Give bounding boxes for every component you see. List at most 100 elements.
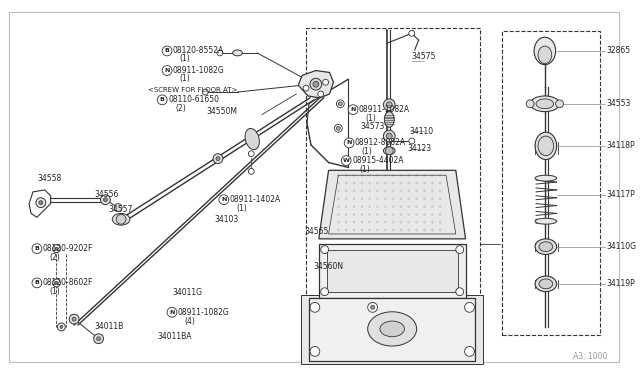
Bar xyxy=(502,31,600,335)
Circle shape xyxy=(392,213,394,215)
Circle shape xyxy=(32,244,42,254)
Circle shape xyxy=(361,198,363,200)
Circle shape xyxy=(353,205,355,208)
Circle shape xyxy=(423,190,426,192)
Circle shape xyxy=(439,213,442,215)
Circle shape xyxy=(392,198,394,200)
Circle shape xyxy=(353,213,355,215)
Circle shape xyxy=(431,182,433,184)
Circle shape xyxy=(408,198,410,200)
Circle shape xyxy=(371,305,374,310)
Text: (4): (4) xyxy=(185,317,196,326)
Circle shape xyxy=(409,31,415,36)
Circle shape xyxy=(376,205,379,208)
Circle shape xyxy=(321,246,328,254)
Polygon shape xyxy=(298,71,333,98)
Circle shape xyxy=(39,201,43,205)
Circle shape xyxy=(348,105,358,115)
Circle shape xyxy=(337,100,344,108)
Text: 08911-1082G: 08911-1082G xyxy=(173,66,225,75)
Circle shape xyxy=(376,213,379,215)
Circle shape xyxy=(439,229,442,231)
Bar xyxy=(326,250,458,292)
Ellipse shape xyxy=(535,132,557,160)
Circle shape xyxy=(337,229,340,231)
Circle shape xyxy=(337,213,340,215)
Circle shape xyxy=(55,282,58,284)
Circle shape xyxy=(439,198,442,200)
Text: N: N xyxy=(170,310,175,315)
Circle shape xyxy=(408,229,410,231)
Circle shape xyxy=(465,346,474,356)
Circle shape xyxy=(361,182,363,184)
Ellipse shape xyxy=(538,136,554,155)
Circle shape xyxy=(431,229,433,231)
Circle shape xyxy=(384,182,387,184)
Circle shape xyxy=(369,205,371,208)
Circle shape xyxy=(400,174,402,176)
Text: (2): (2) xyxy=(50,253,60,262)
Circle shape xyxy=(116,214,126,224)
Text: 34123: 34123 xyxy=(408,144,432,153)
Circle shape xyxy=(52,279,60,287)
Ellipse shape xyxy=(245,128,259,150)
Circle shape xyxy=(423,174,426,176)
Bar xyxy=(309,298,476,361)
Circle shape xyxy=(400,229,402,231)
Circle shape xyxy=(36,198,45,208)
Circle shape xyxy=(384,221,387,224)
Circle shape xyxy=(162,65,172,76)
Circle shape xyxy=(100,195,110,205)
Text: 34558: 34558 xyxy=(37,174,61,183)
Circle shape xyxy=(310,302,320,312)
Ellipse shape xyxy=(539,242,553,251)
Circle shape xyxy=(415,213,418,215)
Text: 34119P: 34119P xyxy=(607,279,636,288)
Circle shape xyxy=(369,190,371,192)
Circle shape xyxy=(248,151,254,157)
Circle shape xyxy=(415,198,418,200)
Circle shape xyxy=(383,99,395,110)
Text: 08120-8552A: 08120-8552A xyxy=(173,46,224,55)
Ellipse shape xyxy=(534,37,556,65)
Text: A3: 1000: A3: 1000 xyxy=(573,352,607,361)
Circle shape xyxy=(400,190,402,192)
Ellipse shape xyxy=(530,96,559,112)
Circle shape xyxy=(392,229,394,231)
Text: 08911-1082A: 08911-1082A xyxy=(359,105,410,114)
Text: 34117P: 34117P xyxy=(607,190,636,199)
Circle shape xyxy=(97,337,100,341)
Text: (1): (1) xyxy=(237,204,247,213)
Circle shape xyxy=(400,213,402,215)
Circle shape xyxy=(431,174,433,176)
Circle shape xyxy=(431,190,433,192)
Circle shape xyxy=(384,205,387,208)
Text: 08110-61650: 08110-61650 xyxy=(168,95,219,105)
Circle shape xyxy=(376,198,379,200)
Circle shape xyxy=(376,190,379,192)
Text: (1): (1) xyxy=(180,54,191,63)
Circle shape xyxy=(32,278,42,288)
Circle shape xyxy=(369,213,371,215)
Ellipse shape xyxy=(368,312,417,346)
Text: 08120-9202F: 08120-9202F xyxy=(43,244,93,253)
Circle shape xyxy=(345,229,348,231)
Circle shape xyxy=(104,198,108,202)
Text: N: N xyxy=(221,197,227,202)
Circle shape xyxy=(361,190,363,192)
Circle shape xyxy=(431,213,433,215)
Circle shape xyxy=(376,174,379,176)
Circle shape xyxy=(361,174,363,176)
Ellipse shape xyxy=(536,99,554,109)
Circle shape xyxy=(431,198,433,200)
Circle shape xyxy=(392,221,394,224)
Circle shape xyxy=(353,198,355,200)
Circle shape xyxy=(408,213,410,215)
Circle shape xyxy=(526,100,534,108)
Circle shape xyxy=(369,174,371,176)
Text: B: B xyxy=(35,280,39,285)
Circle shape xyxy=(415,205,418,208)
Circle shape xyxy=(341,155,351,166)
Circle shape xyxy=(345,190,348,192)
Circle shape xyxy=(387,102,392,108)
